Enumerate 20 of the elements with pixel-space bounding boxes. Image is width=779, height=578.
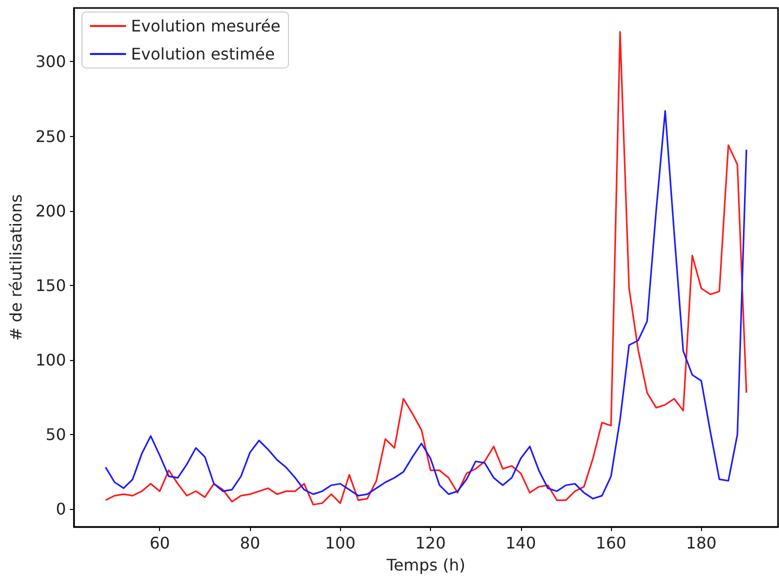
legend-label: Evolution mesurée <box>131 16 281 36</box>
x-tick-label: 80 <box>240 534 260 552</box>
x-tick-label: 120 <box>415 534 446 552</box>
x-tick-label: 60 <box>150 534 170 552</box>
y-tick-label: 200 <box>35 201 66 220</box>
line-series <box>104 110 748 500</box>
line-series <box>104 31 748 506</box>
y-tick-label: 300 <box>35 52 66 72</box>
y-axis-title: # de réutilisations <box>6 194 26 341</box>
x-tick-label: 180 <box>686 534 717 552</box>
x-tick-label: 100 <box>324 534 356 552</box>
x-tick-label: 160 <box>596 534 626 552</box>
y-tick-label: 0 <box>56 500 66 519</box>
y-tick-label: 50 <box>46 425 66 444</box>
y-tick-label: 100 <box>35 350 66 370</box>
y-tick-label: 250 <box>35 126 66 146</box>
legend-label: Evolution estimée <box>131 44 275 64</box>
x-axis-title: Temps (h) <box>386 556 466 574</box>
x-tick-label: 140 <box>505 534 536 552</box>
y-tick-label: 150 <box>35 276 66 295</box>
